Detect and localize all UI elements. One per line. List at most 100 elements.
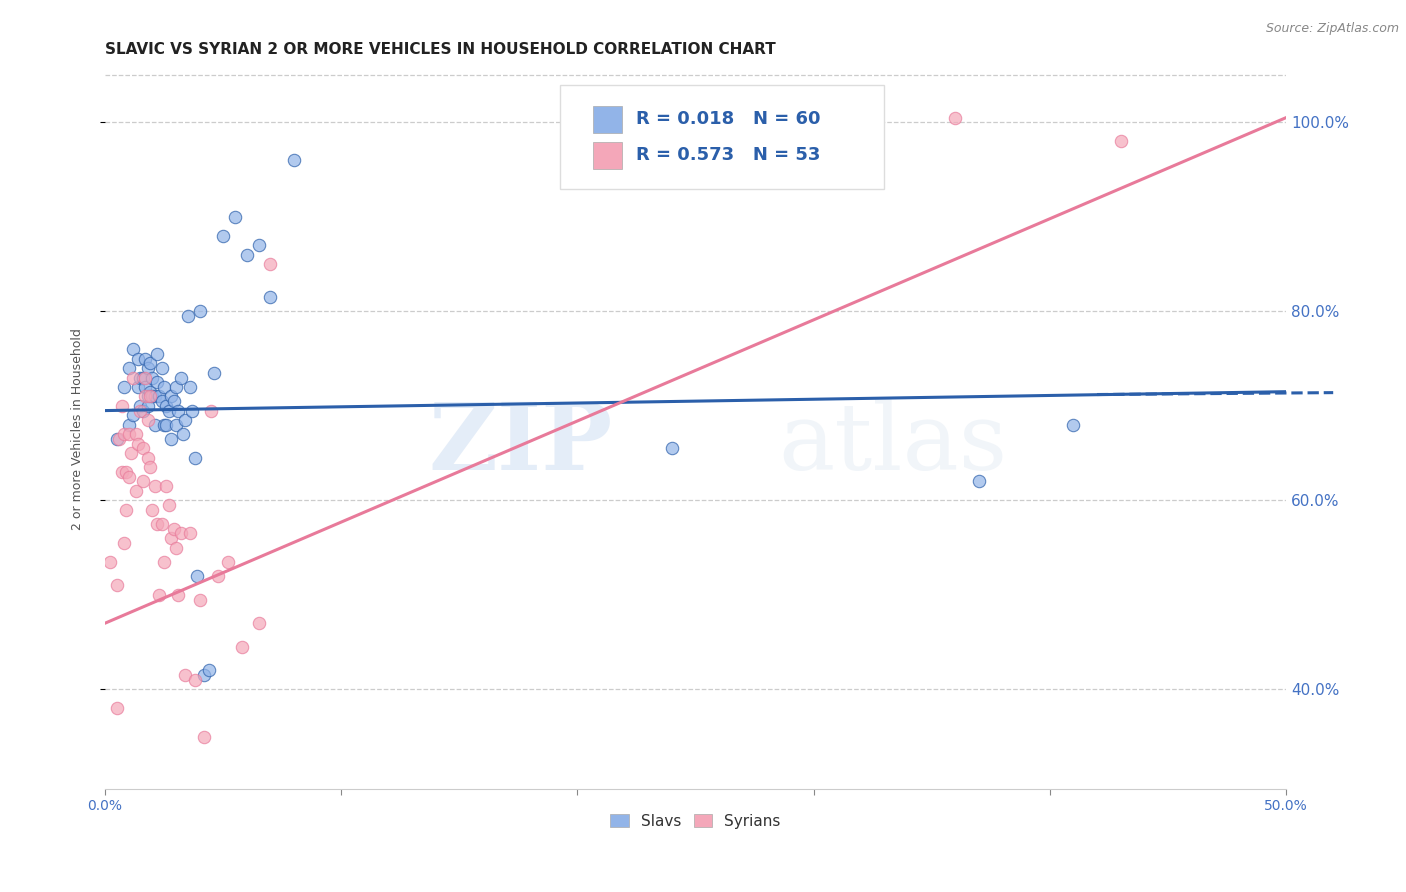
Point [188,304,211,318]
Point [146,347,169,361]
Point [105,701,128,715]
Point [167,403,190,417]
Point [105,578,128,592]
Point [153,380,176,394]
Y-axis label: 2 or more Vehicles in Household: 2 or more Vehicles in Household [72,328,84,531]
Point [141,370,163,384]
Point [169,370,191,384]
Point [1062,417,1084,432]
Point [202,366,225,380]
Point [134,370,156,384]
Point [139,356,162,370]
Point [115,503,138,517]
Point [143,389,166,403]
Point [162,394,184,409]
Point [112,536,135,550]
Point [148,389,170,403]
Point [143,417,166,432]
Point [125,483,148,498]
Point [755,129,778,144]
Point [134,380,156,394]
Point [165,380,187,394]
Point [108,432,131,446]
FancyBboxPatch shape [593,105,623,133]
Point [167,588,190,602]
Point [193,730,215,744]
Text: R = 0.018   N = 60: R = 0.018 N = 60 [637,111,821,128]
Point [122,370,145,384]
Point [155,399,177,413]
Text: R = 0.573   N = 53: R = 0.573 N = 53 [637,146,821,164]
Point [188,592,211,607]
Point [150,516,173,531]
Point [122,409,145,423]
Point [148,588,170,602]
Point [129,403,152,417]
Point [165,541,187,555]
FancyBboxPatch shape [593,142,623,169]
Point [120,446,142,460]
Point [136,389,159,403]
Point [184,450,207,465]
Point [110,465,132,479]
Point [247,238,270,252]
Point [179,380,201,394]
Point [118,469,141,483]
Point [160,389,183,403]
Point [112,427,135,442]
Point [207,569,229,583]
Point [139,460,162,475]
Point [132,403,155,417]
Point [172,427,194,442]
Point [132,442,155,456]
Point [146,516,169,531]
Point [105,432,128,446]
Text: SLAVIC VS SYRIAN 2 OR MORE VEHICLES IN HOUSEHOLD CORRELATION CHART: SLAVIC VS SYRIAN 2 OR MORE VEHICLES IN H… [105,42,776,57]
Point [141,503,163,517]
Text: Source: ZipAtlas.com: Source: ZipAtlas.com [1265,22,1399,36]
Point [141,389,163,403]
Point [146,376,169,390]
Point [118,361,141,376]
Point [231,640,253,654]
Point [174,413,197,427]
Point [110,399,132,413]
Text: atlas: atlas [778,399,1008,489]
Point [224,210,246,224]
Point [129,370,152,384]
Point [132,370,155,384]
Point [153,555,176,569]
Point [259,290,281,304]
Point [169,526,191,541]
Point [134,351,156,366]
Point [943,111,966,125]
Point [967,475,990,489]
Point [259,257,281,271]
FancyBboxPatch shape [560,85,884,189]
Point [184,673,207,687]
Point [150,394,173,409]
Point [283,153,305,168]
Point [139,389,162,403]
Point [136,361,159,376]
Point [127,436,149,450]
Point [143,479,166,493]
Point [129,399,152,413]
Point [212,228,235,243]
Point [217,555,239,569]
Point [153,417,176,432]
Point [139,384,162,399]
Point [150,361,173,376]
Point [136,399,159,413]
Point [193,668,215,682]
Point [162,522,184,536]
Point [160,531,183,545]
Point [125,427,148,442]
Point [200,403,222,417]
Point [236,248,259,262]
Point [661,442,683,456]
Point [174,668,197,682]
Point [134,389,156,403]
Legend: Slavs, Syrians: Slavs, Syrians [605,807,787,835]
Point [1109,134,1132,148]
